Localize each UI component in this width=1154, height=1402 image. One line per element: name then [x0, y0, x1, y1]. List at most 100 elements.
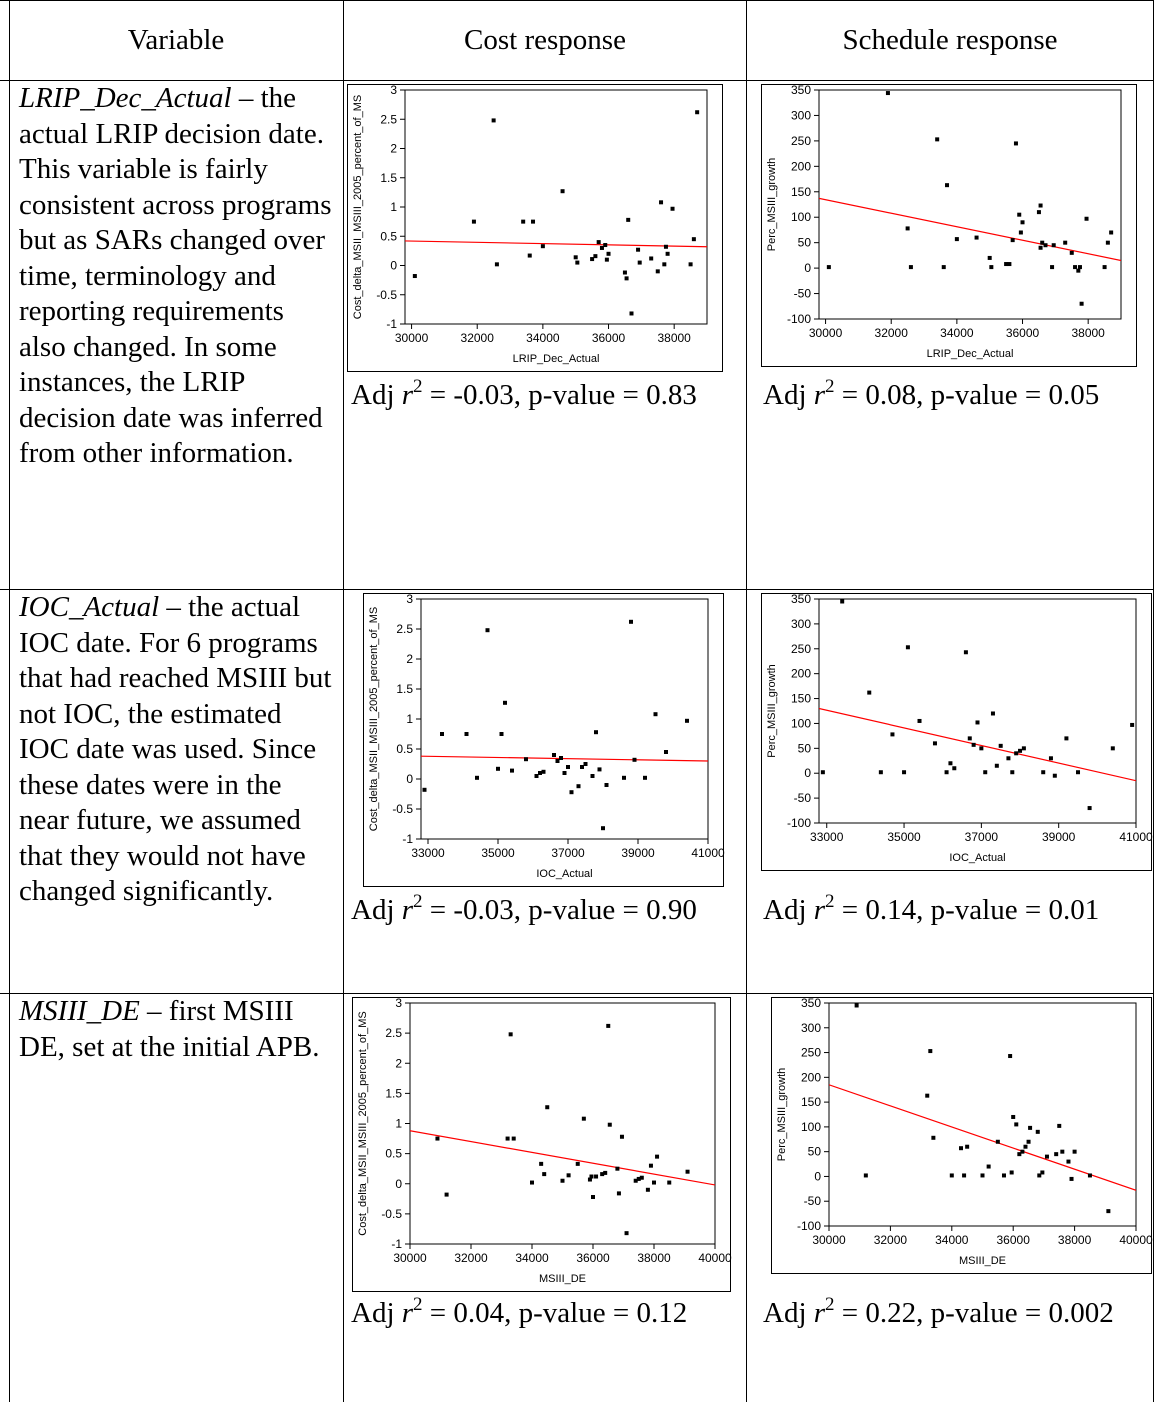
- data-point: [945, 183, 950, 188]
- data-point: [908, 265, 913, 270]
- x-tick-label: 30000: [812, 1233, 846, 1247]
- data-point: [971, 742, 976, 747]
- data-point: [649, 256, 654, 261]
- data-point: [562, 771, 567, 775]
- data-point: [596, 240, 601, 245]
- data-point: [840, 599, 845, 604]
- data-point: [664, 750, 668, 754]
- y-tick-label: 2: [395, 1056, 402, 1070]
- y-tick-label: 350: [791, 83, 811, 97]
- data-point: [1017, 1152, 1022, 1157]
- data-point: [599, 245, 604, 250]
- data-point: [581, 1116, 586, 1121]
- x-tick-label: 38000: [1071, 326, 1105, 340]
- data-point: [542, 1172, 547, 1177]
- data-point: [655, 269, 660, 274]
- data-point: [1009, 1170, 1014, 1175]
- data-point: [485, 628, 490, 633]
- data-point: [616, 1191, 621, 1196]
- data-point: [633, 1178, 638, 1183]
- data-point: [885, 91, 890, 96]
- schedule-regression-stat: Adj r2 = 0.22, p-value = 0.002: [763, 1294, 1114, 1329]
- header-variable: Variable: [127, 24, 225, 56]
- data-point: [655, 1154, 660, 1159]
- data-point: [552, 753, 556, 757]
- data-point: [1130, 722, 1135, 727]
- x-tick-label: 34000: [940, 326, 974, 340]
- x-tick-label: 36000: [576, 1251, 610, 1265]
- data-point: [987, 255, 992, 260]
- y-tick-label: 2.5: [380, 112, 397, 126]
- y-tick-label: 0: [804, 766, 811, 780]
- data-point: [1035, 1129, 1040, 1134]
- x-axis-label: LRIP_Dec_Actual: [513, 353, 600, 365]
- data-point: [1020, 220, 1025, 225]
- y-tick-label: 300: [791, 108, 811, 122]
- data-point: [583, 762, 588, 766]
- x-tick-label: 37000: [551, 846, 585, 860]
- data-point: [986, 1164, 991, 1169]
- y-axis-label: Cost_delta_MSII_MSIII_2005_percent_of_MS: [368, 607, 380, 831]
- data-point: [1020, 1149, 1025, 1154]
- data-point: [1038, 245, 1043, 250]
- data-point: [1069, 1176, 1074, 1181]
- data-point: [597, 767, 602, 772]
- row-divider: [0, 589, 1154, 590]
- cost-regression-stat: Adj r2 = -0.03, p-value = 0.83: [351, 376, 697, 411]
- y-tick-label: -1: [402, 832, 413, 846]
- data-point: [422, 787, 427, 792]
- data-point: [944, 770, 949, 775]
- y-tick-label: 2: [390, 142, 397, 156]
- data-point: [575, 1161, 580, 1166]
- data-point: [603, 243, 608, 248]
- y-tick-label: 0.5: [396, 742, 413, 756]
- schedule-regression-stat: Adj r2 = 0.08, p-value = 0.05: [763, 376, 1100, 411]
- plot-area: [818, 598, 1137, 824]
- data-point: [925, 1093, 930, 1098]
- data-point: [444, 1192, 449, 1197]
- plot-area: [818, 89, 1122, 320]
- x-tick-label: 41000: [691, 846, 725, 860]
- data-point: [878, 770, 883, 775]
- y-tick-label: 1.5: [380, 171, 397, 185]
- data-point: [826, 265, 831, 270]
- data-point: [994, 763, 999, 768]
- y-tick-label: 100: [791, 210, 811, 224]
- data-point: [962, 1173, 967, 1178]
- y-tick-label: 50: [798, 741, 812, 755]
- table-top-border: [0, 0, 1154, 1]
- variable-description: IOC_Actual – the actual IOC date. For 6 …: [19, 590, 334, 910]
- data-point: [905, 226, 910, 231]
- y-tick-label: 300: [801, 1021, 821, 1035]
- data-point: [559, 756, 563, 760]
- data-point: [648, 1163, 653, 1168]
- y-tick-label: -100: [787, 816, 811, 830]
- cost-regression-stat: Adj r2 = 0.04, p-value = 0.12: [351, 1294, 688, 1329]
- data-point: [665, 251, 670, 256]
- regression-fit-line: [819, 197, 1121, 262]
- data-point: [1010, 770, 1015, 775]
- header-schedule-response: Schedule response: [842, 24, 1058, 56]
- data-point: [983, 770, 988, 775]
- data-point: [1079, 301, 1084, 306]
- data-point: [576, 784, 581, 789]
- x-tick-label: 30000: [393, 1251, 427, 1265]
- data-point: [989, 265, 994, 270]
- data-point: [1041, 770, 1046, 775]
- data-point: [1060, 1149, 1065, 1154]
- x-tick-label: 38000: [657, 331, 691, 345]
- chart-frame: [761, 593, 1152, 871]
- y-tick-label: -0.5: [381, 1207, 402, 1221]
- scatter-plot: -1 -0.5 0 0.5 1 1.5 2 2.5 3 33000 35000 37000 39000 4…: [363, 592, 725, 887]
- data-point: [464, 732, 469, 736]
- data-point: [508, 1032, 513, 1037]
- data-point: [1044, 1154, 1049, 1159]
- data-point: [1021, 746, 1026, 751]
- y-tick-label: -100: [797, 1219, 821, 1233]
- x-tick-label: 39000: [1042, 830, 1076, 844]
- data-point: [1050, 265, 1055, 270]
- data-point: [954, 237, 959, 242]
- data-point: [663, 244, 668, 249]
- x-tick-label: 32000: [874, 1233, 908, 1247]
- column-border-left: [9, 0, 10, 1402]
